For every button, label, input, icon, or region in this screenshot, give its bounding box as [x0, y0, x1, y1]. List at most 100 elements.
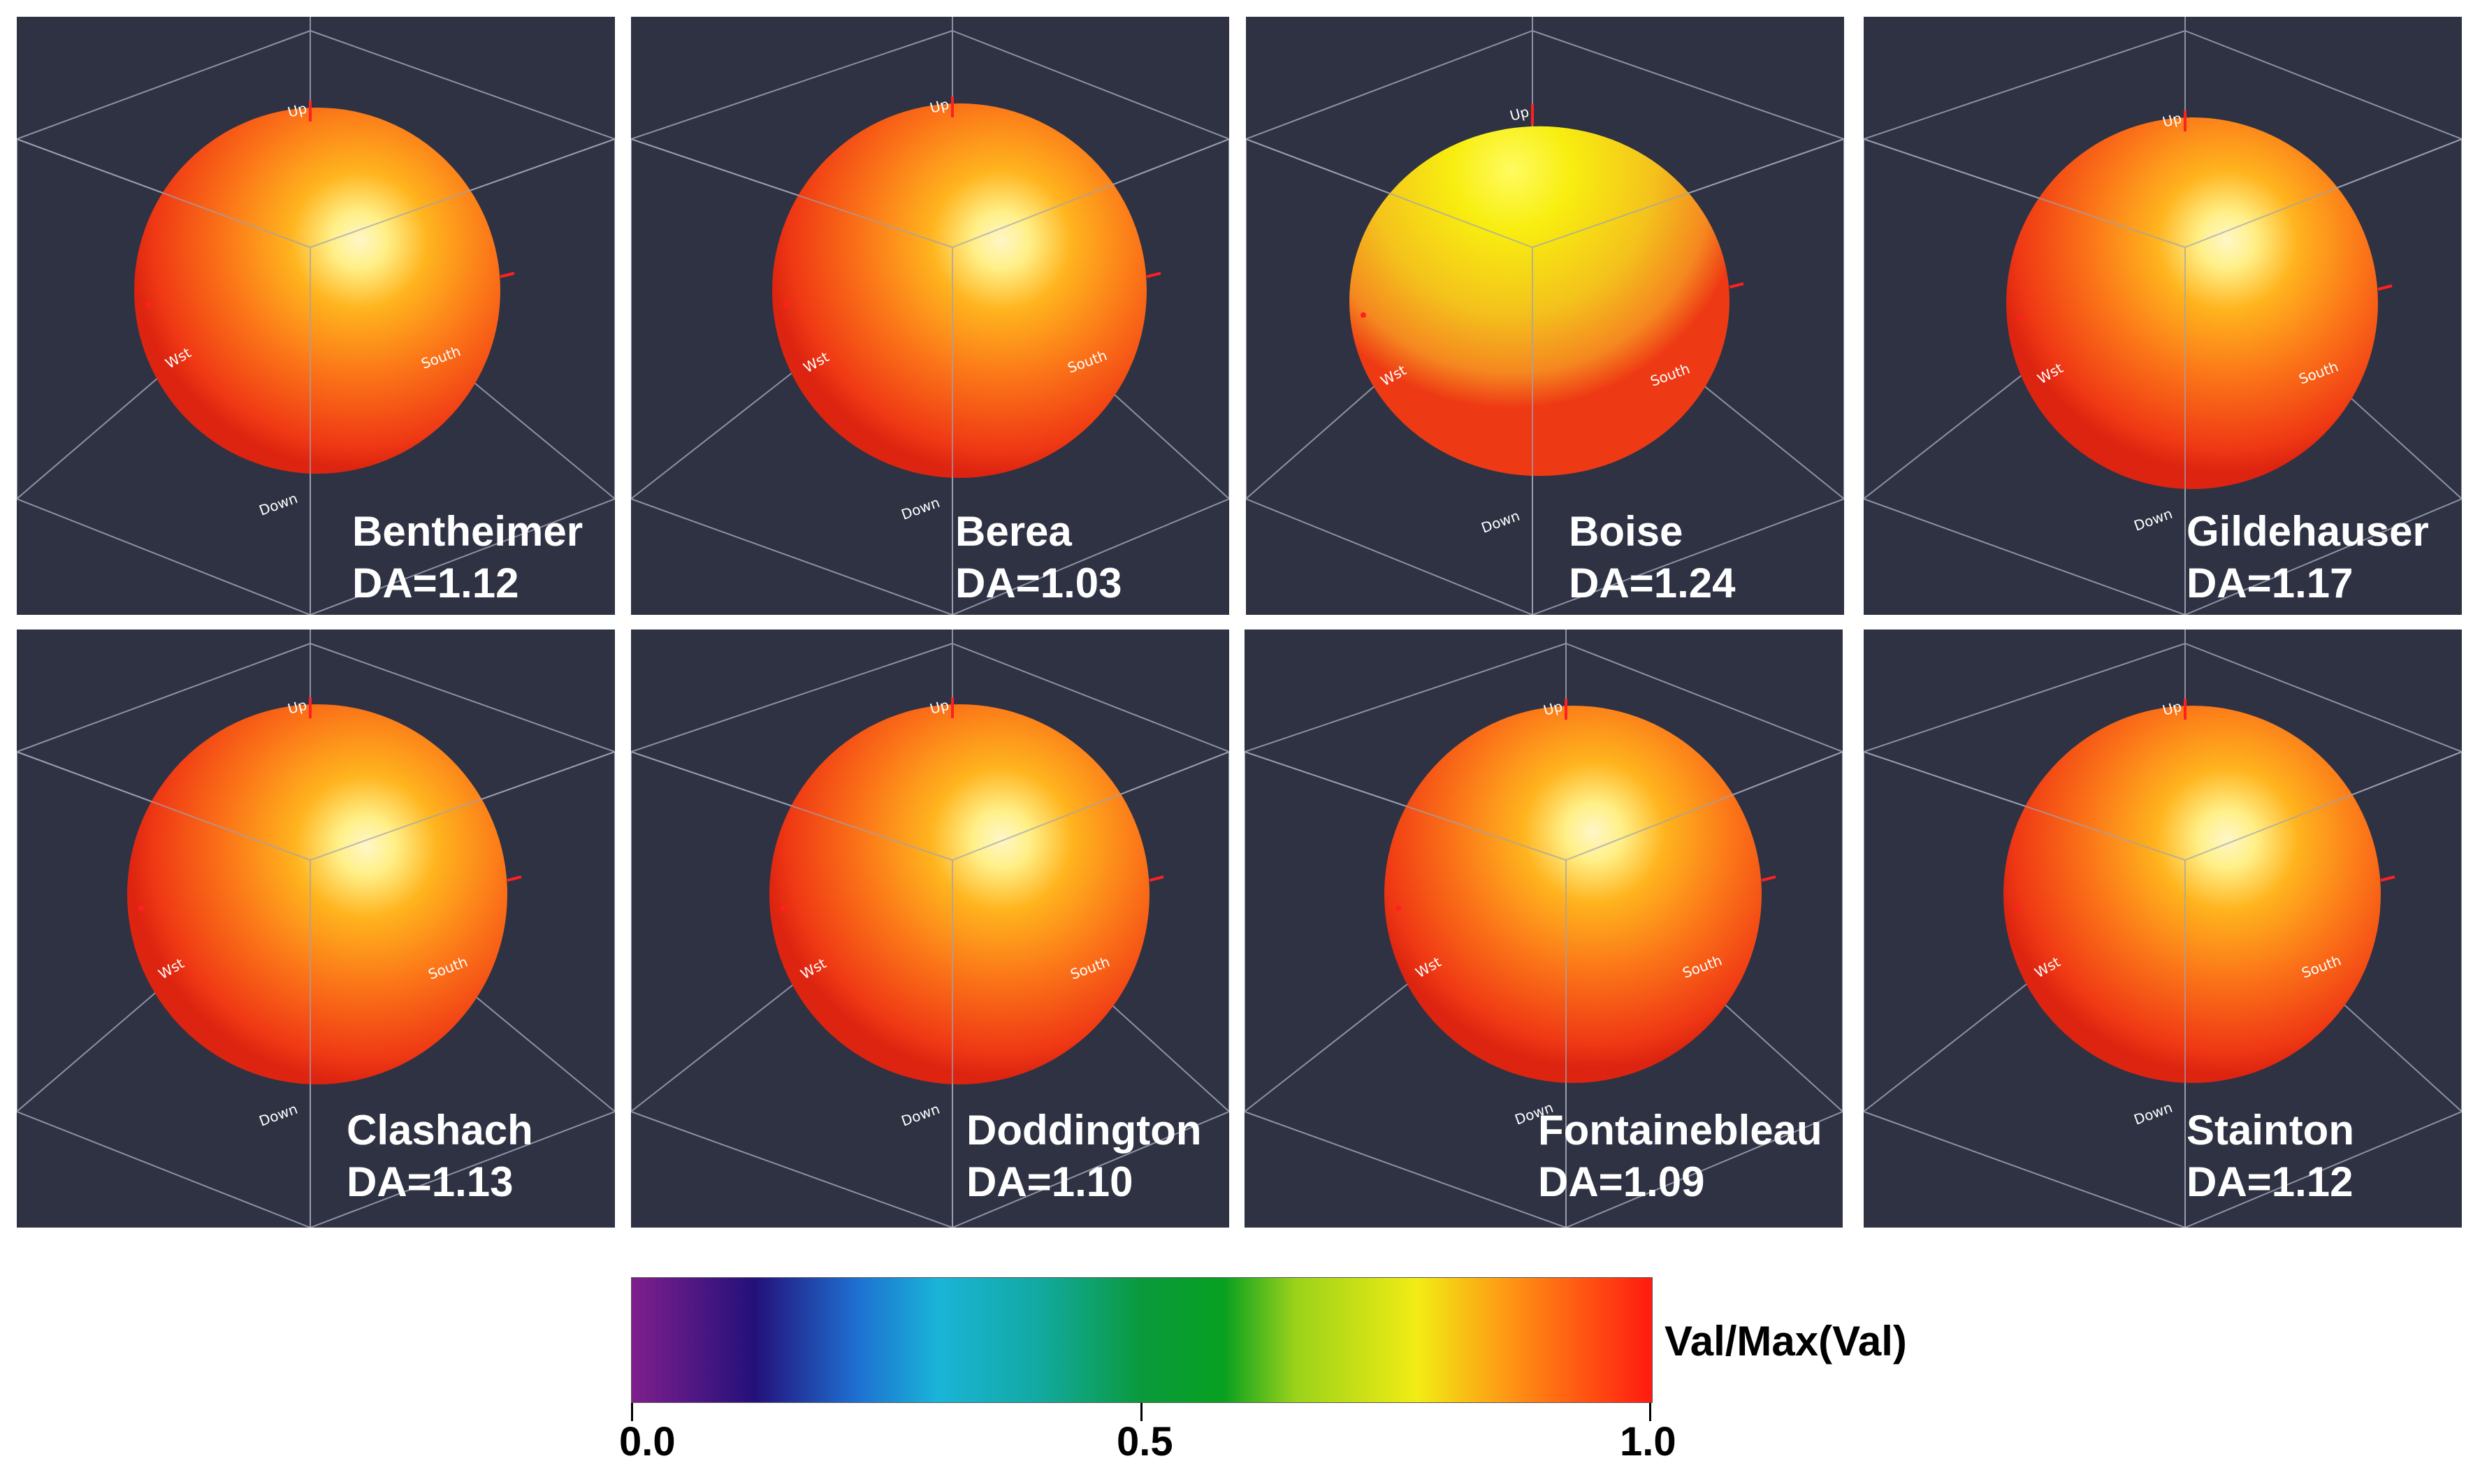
panel-caption: Clashach DA=1.13 [347, 1105, 533, 1208]
box-edge [1565, 643, 1843, 752]
marker-west [2017, 314, 2023, 320]
front-edges [17, 751, 615, 1228]
box-edge [1532, 138, 1844, 248]
box-edge [17, 498, 311, 615]
box-edge [17, 30, 311, 140]
box-edge [1532, 30, 1844, 140]
front-edges [631, 138, 1229, 615]
box-edge [17, 1111, 311, 1228]
axis-label-down: Down [2132, 1099, 2175, 1128]
degree-of-anisotropy: DA=1.03 [955, 560, 1122, 606]
sample-name: Doddington [966, 1107, 1202, 1154]
sample-name: Berea [955, 508, 1072, 555]
rose-surface [127, 704, 507, 1084]
box-edge [631, 643, 953, 752]
rose-surface [769, 704, 1150, 1084]
panel-caption: Doddington DA=1.10 [966, 1105, 1202, 1208]
box-edge [17, 751, 311, 861]
box-edge [1245, 1111, 1567, 1228]
front-edges [1246, 138, 1844, 615]
box-edge [1864, 751, 2186, 861]
box-edge [631, 498, 953, 615]
front-edges [1245, 751, 1843, 1228]
rose-surface [772, 103, 1147, 478]
box-edge [631, 138, 953, 248]
marker-west [145, 302, 151, 307]
marker-east [2377, 284, 2393, 291]
marker-east [507, 875, 522, 882]
box-edge [952, 30, 1229, 140]
box-edge [2184, 498, 2462, 615]
box-edge [631, 751, 953, 861]
box-edge [2184, 30, 2462, 140]
box-edge [1532, 498, 1844, 615]
colorbar [631, 1277, 1653, 1421]
panel-caption: Berea DA=1.03 [955, 506, 1122, 609]
panel-fontainebleau: Up Down South Wst Fontainebleau DA=1.09 [1245, 630, 1843, 1228]
rose-surface [2006, 117, 2378, 489]
panel-clashach: Up Down South Wst Clashach DA=1.13 [17, 630, 615, 1228]
box-edge [1864, 1111, 2186, 1228]
box-edge [952, 498, 1229, 615]
box-edge [1246, 30, 1533, 140]
rose-surface [2003, 706, 2381, 1083]
axis-label-up: Up [1508, 103, 1531, 124]
box-edge [1864, 498, 2186, 615]
sample-name: Clashach [347, 1107, 533, 1154]
panel-caption: Fontainebleau DA=1.09 [1538, 1105, 1822, 1208]
sample-name: Gildehauser [2186, 508, 2429, 555]
marker-west [1361, 312, 1366, 318]
marker-east [1149, 875, 1164, 882]
colorbar-tick-max [1649, 1403, 1651, 1421]
marker-east [1146, 272, 1161, 278]
box-edge [631, 30, 953, 140]
marker-east [500, 272, 515, 278]
panel-berea: Up Down South Wst Berea DA=1.03 [631, 17, 1229, 615]
colorbar-tick-mid [1140, 1403, 1143, 1421]
box-edge [310, 1111, 615, 1228]
rose-surface [1349, 126, 1729, 477]
box-edge [1565, 1111, 1843, 1228]
panel-caption: Bentheimer DA=1.12 [352, 506, 583, 609]
panel-caption: Stainton DA=1.12 [2186, 1105, 2354, 1208]
sample-name: Stainton [2186, 1107, 2354, 1154]
box-edge [310, 643, 615, 752]
box-edge [952, 751, 1229, 861]
box-edge [310, 751, 615, 861]
colorbar-ticklabel-min: 0.0 [619, 1419, 676, 1464]
panel-gildehauser: Up Down South Wst Gildehauser DA=1.17 [1864, 17, 2462, 615]
panel-boise: Up Down South Wst Boise DA=1.24 [1246, 17, 1844, 615]
axis-label-down: Down [1479, 507, 1522, 537]
box-edge [2184, 138, 2462, 248]
box-edge [2184, 751, 2462, 861]
colorbar-gradient [631, 1277, 1653, 1403]
degree-of-anisotropy: DA=1.13 [347, 1158, 514, 1205]
marker-east [2380, 875, 2395, 882]
axis-label-down: Down [2132, 505, 2175, 534]
box-edge [1864, 643, 2186, 752]
marker-west [138, 905, 144, 911]
panel-doddington: Up Down South Wst Doddington DA=1.10 [631, 630, 1229, 1228]
degree-of-anisotropy: DA=1.24 [1569, 560, 1736, 606]
box-edge [17, 643, 311, 752]
box-edge [952, 1111, 1229, 1228]
front-edges [17, 138, 615, 615]
box-edge [17, 138, 311, 248]
box-edge [310, 138, 615, 248]
marker-west [1395, 905, 1401, 911]
rose-surface [1384, 706, 1762, 1083]
box-edge [1246, 138, 1533, 248]
colorbar-ticklabel-max: 1.0 [1620, 1419, 1676, 1464]
box-edge [1864, 30, 2186, 140]
colorbar-tick-min [631, 1403, 633, 1421]
box-edge [310, 30, 615, 140]
panel-caption: Gildehauser DA=1.17 [2186, 506, 2429, 609]
panel-caption: Boise DA=1.24 [1569, 506, 1735, 609]
